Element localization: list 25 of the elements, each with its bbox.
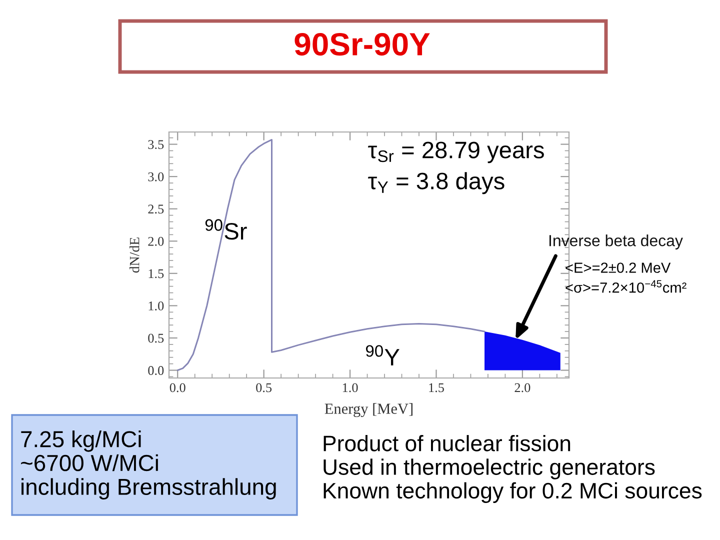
y-tick-label: 0.5 <box>148 334 164 343</box>
x-tick-label: 2.0 <box>514 383 530 392</box>
annotation: <σ>=7.2×10$^{−45}$cm² <box>566 280 686 293</box>
y-tick-label: 3.0 <box>148 172 164 182</box>
x-tick-label: 1.0 <box>342 383 358 392</box>
chart-title: 90Sr-90Y <box>294 32 430 56</box>
x-tick-label: 0.0 <box>170 383 186 392</box>
annotation: τ$_{Sr}$ = 28.79 years <box>368 142 544 164</box>
y-tick-label: 2.5 <box>148 204 164 214</box>
annotation: <E>=2±0.2 MeV <box>566 262 671 273</box>
text: Product of nuclear fission Used in thermoelectric generators Known technology for 0.2 MCi sources <box>324 435 702 503</box>
y-axis-title: dN/dE <box>129 238 140 273</box>
annotation: $^{90}$Y <box>366 345 400 366</box>
y-tick-label: 1.0 <box>148 301 164 310</box>
annotation: Inverse beta decay <box>549 234 683 250</box>
x-axis-title: Energy [MeV] <box>324 403 412 418</box>
text: 7.25 kg/MCi ~6700 W/MCi including Bremsstrahlung <box>21 430 276 500</box>
y-tick-label: 1.5 <box>148 269 164 278</box>
y-tick-label: 0.0 <box>148 366 164 376</box>
annotation: τ$_{Y}$ = 3.8 days <box>368 172 504 194</box>
y-tick-label: 3.5 <box>148 140 164 150</box>
x-tick-label: 0.5 <box>256 383 272 392</box>
x-tick-label: 1.5 <box>429 383 444 392</box>
y-tick-label: 2.0 <box>148 236 164 246</box>
annotation: $^{90}$Sr <box>205 219 247 240</box>
